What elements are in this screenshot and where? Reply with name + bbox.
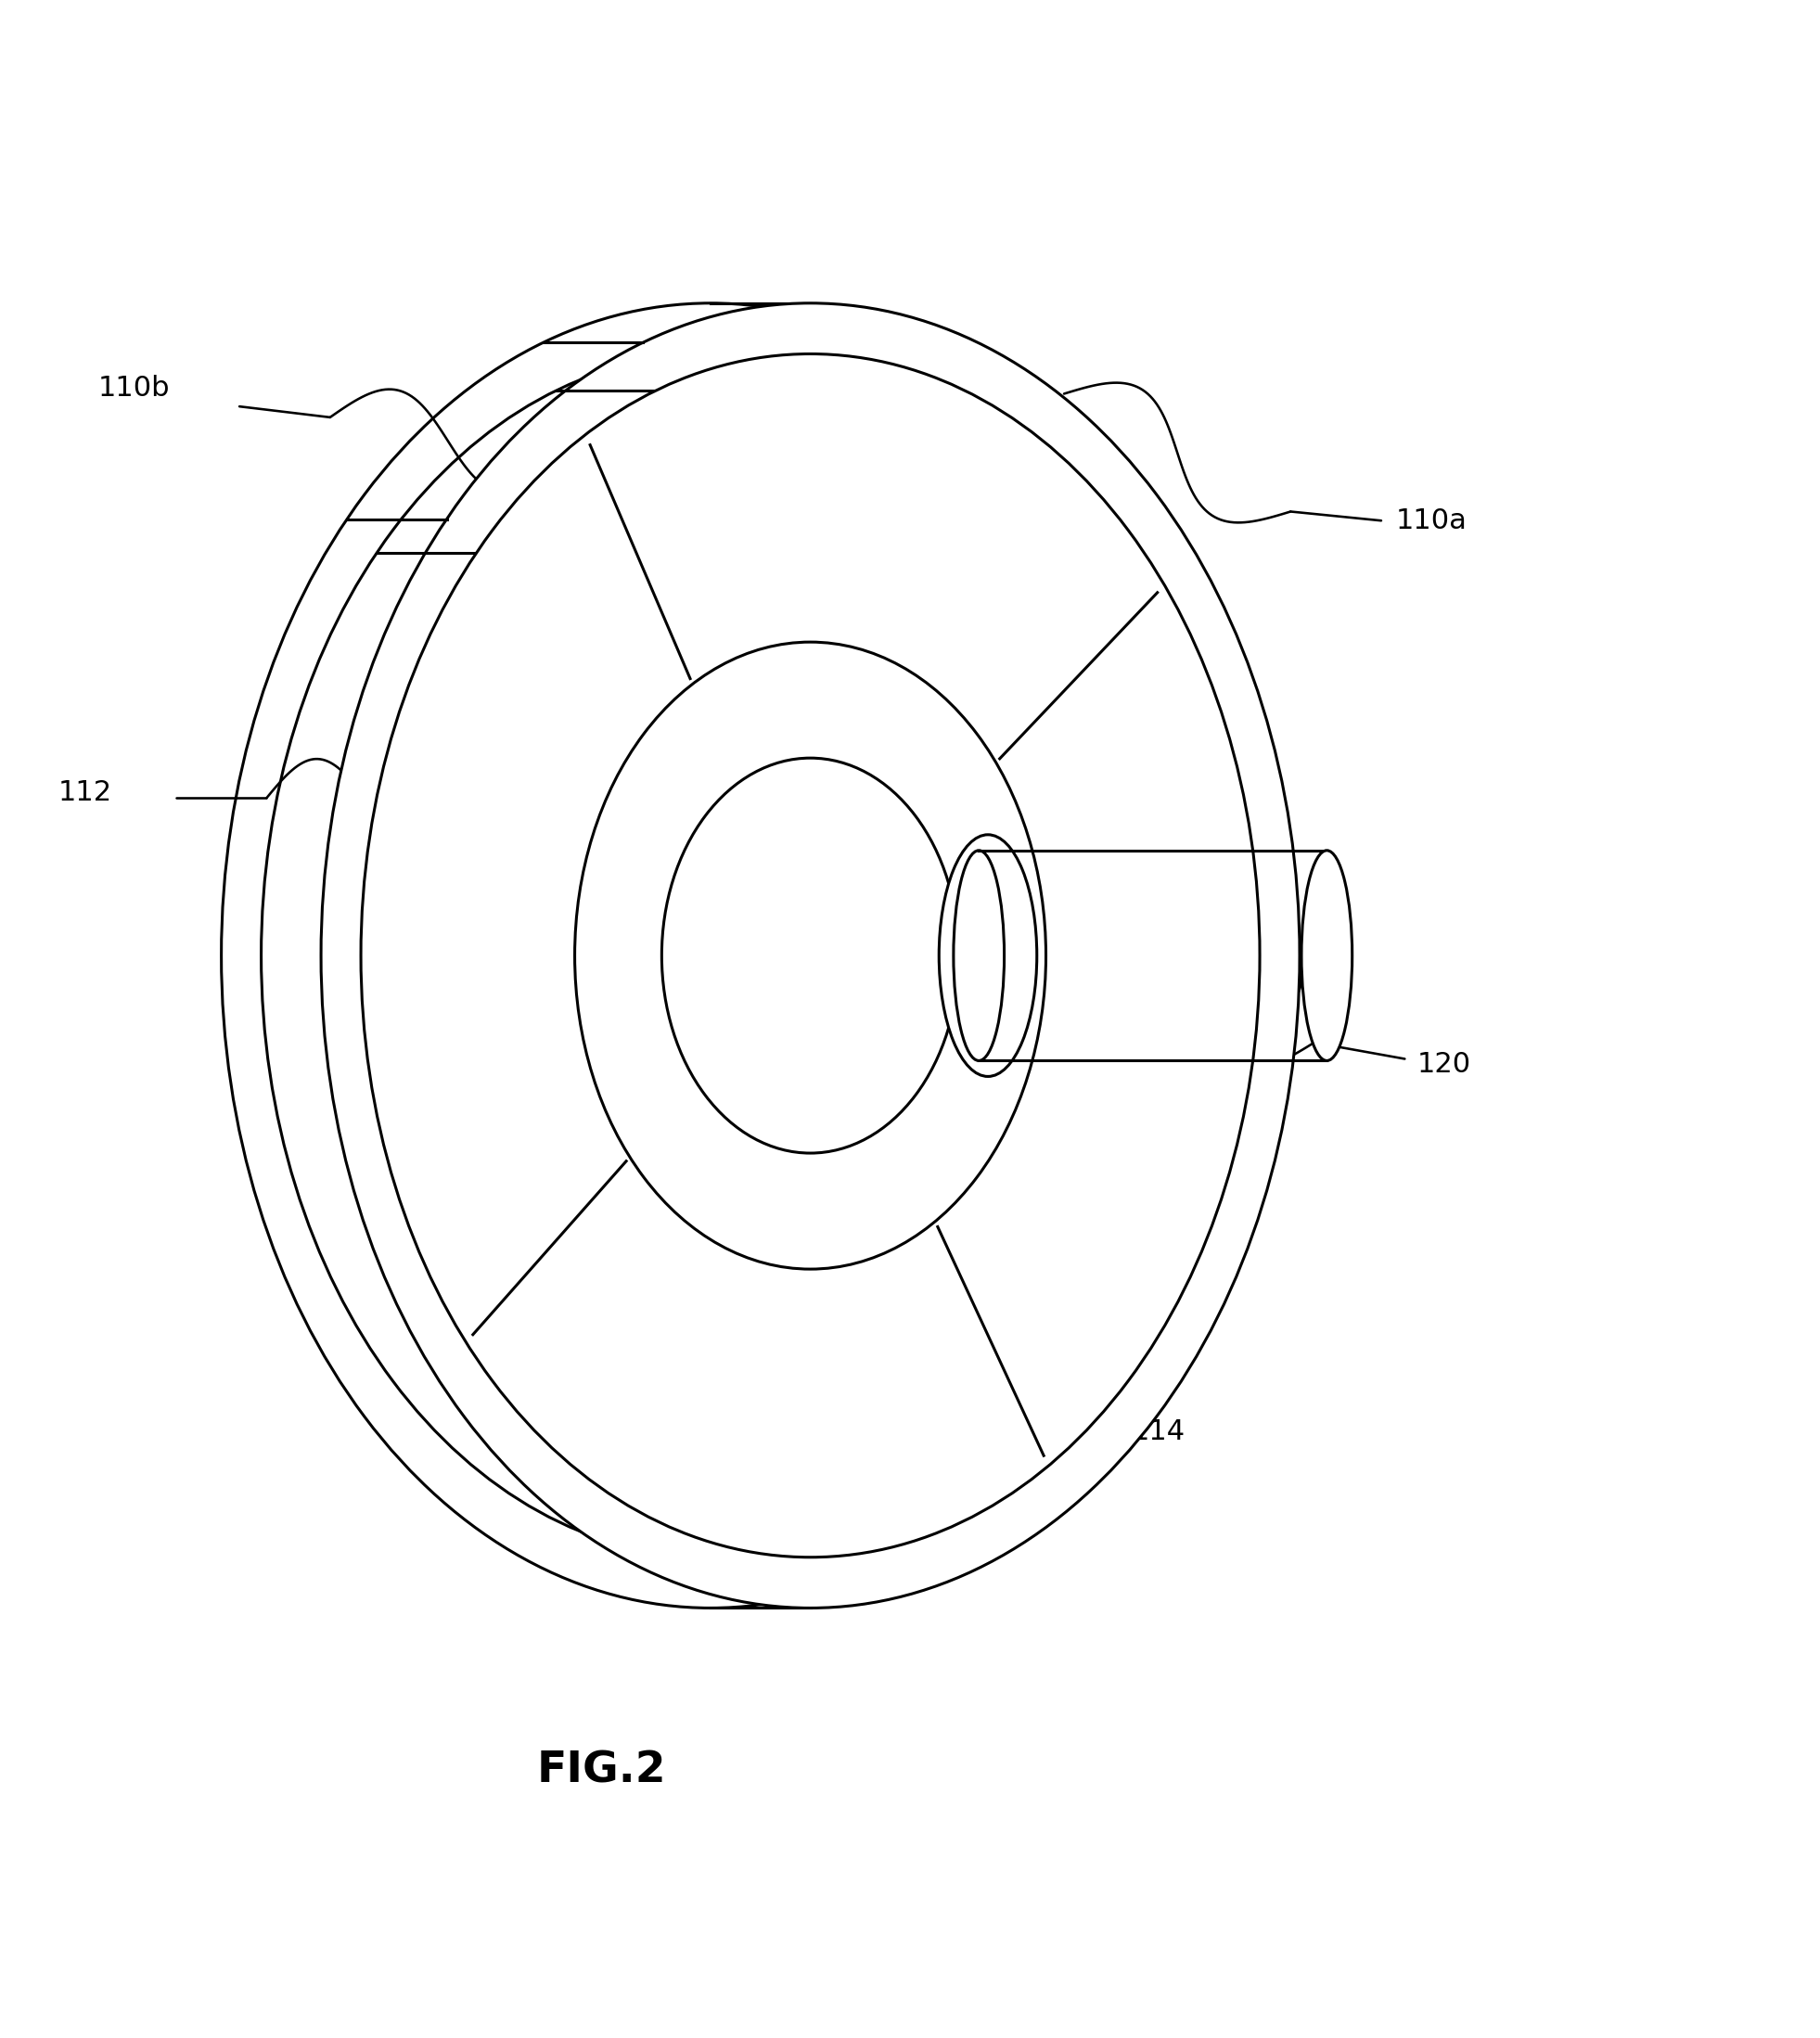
Ellipse shape	[939, 836, 1037, 1076]
Text: FIG.2: FIG.2	[537, 1751, 666, 1791]
Text: 120: 120	[1418, 1052, 1471, 1078]
Ellipse shape	[360, 355, 1259, 1557]
Ellipse shape	[662, 758, 959, 1154]
Text: 110b: 110b	[98, 375, 169, 401]
Text: 114: 114	[1130, 1418, 1185, 1445]
Ellipse shape	[1301, 850, 1352, 1060]
Ellipse shape	[222, 304, 1199, 1608]
Ellipse shape	[320, 304, 1299, 1608]
Ellipse shape	[575, 642, 1046, 1270]
Text: 110a: 110a	[1396, 507, 1467, 534]
Text: 112: 112	[58, 779, 113, 805]
